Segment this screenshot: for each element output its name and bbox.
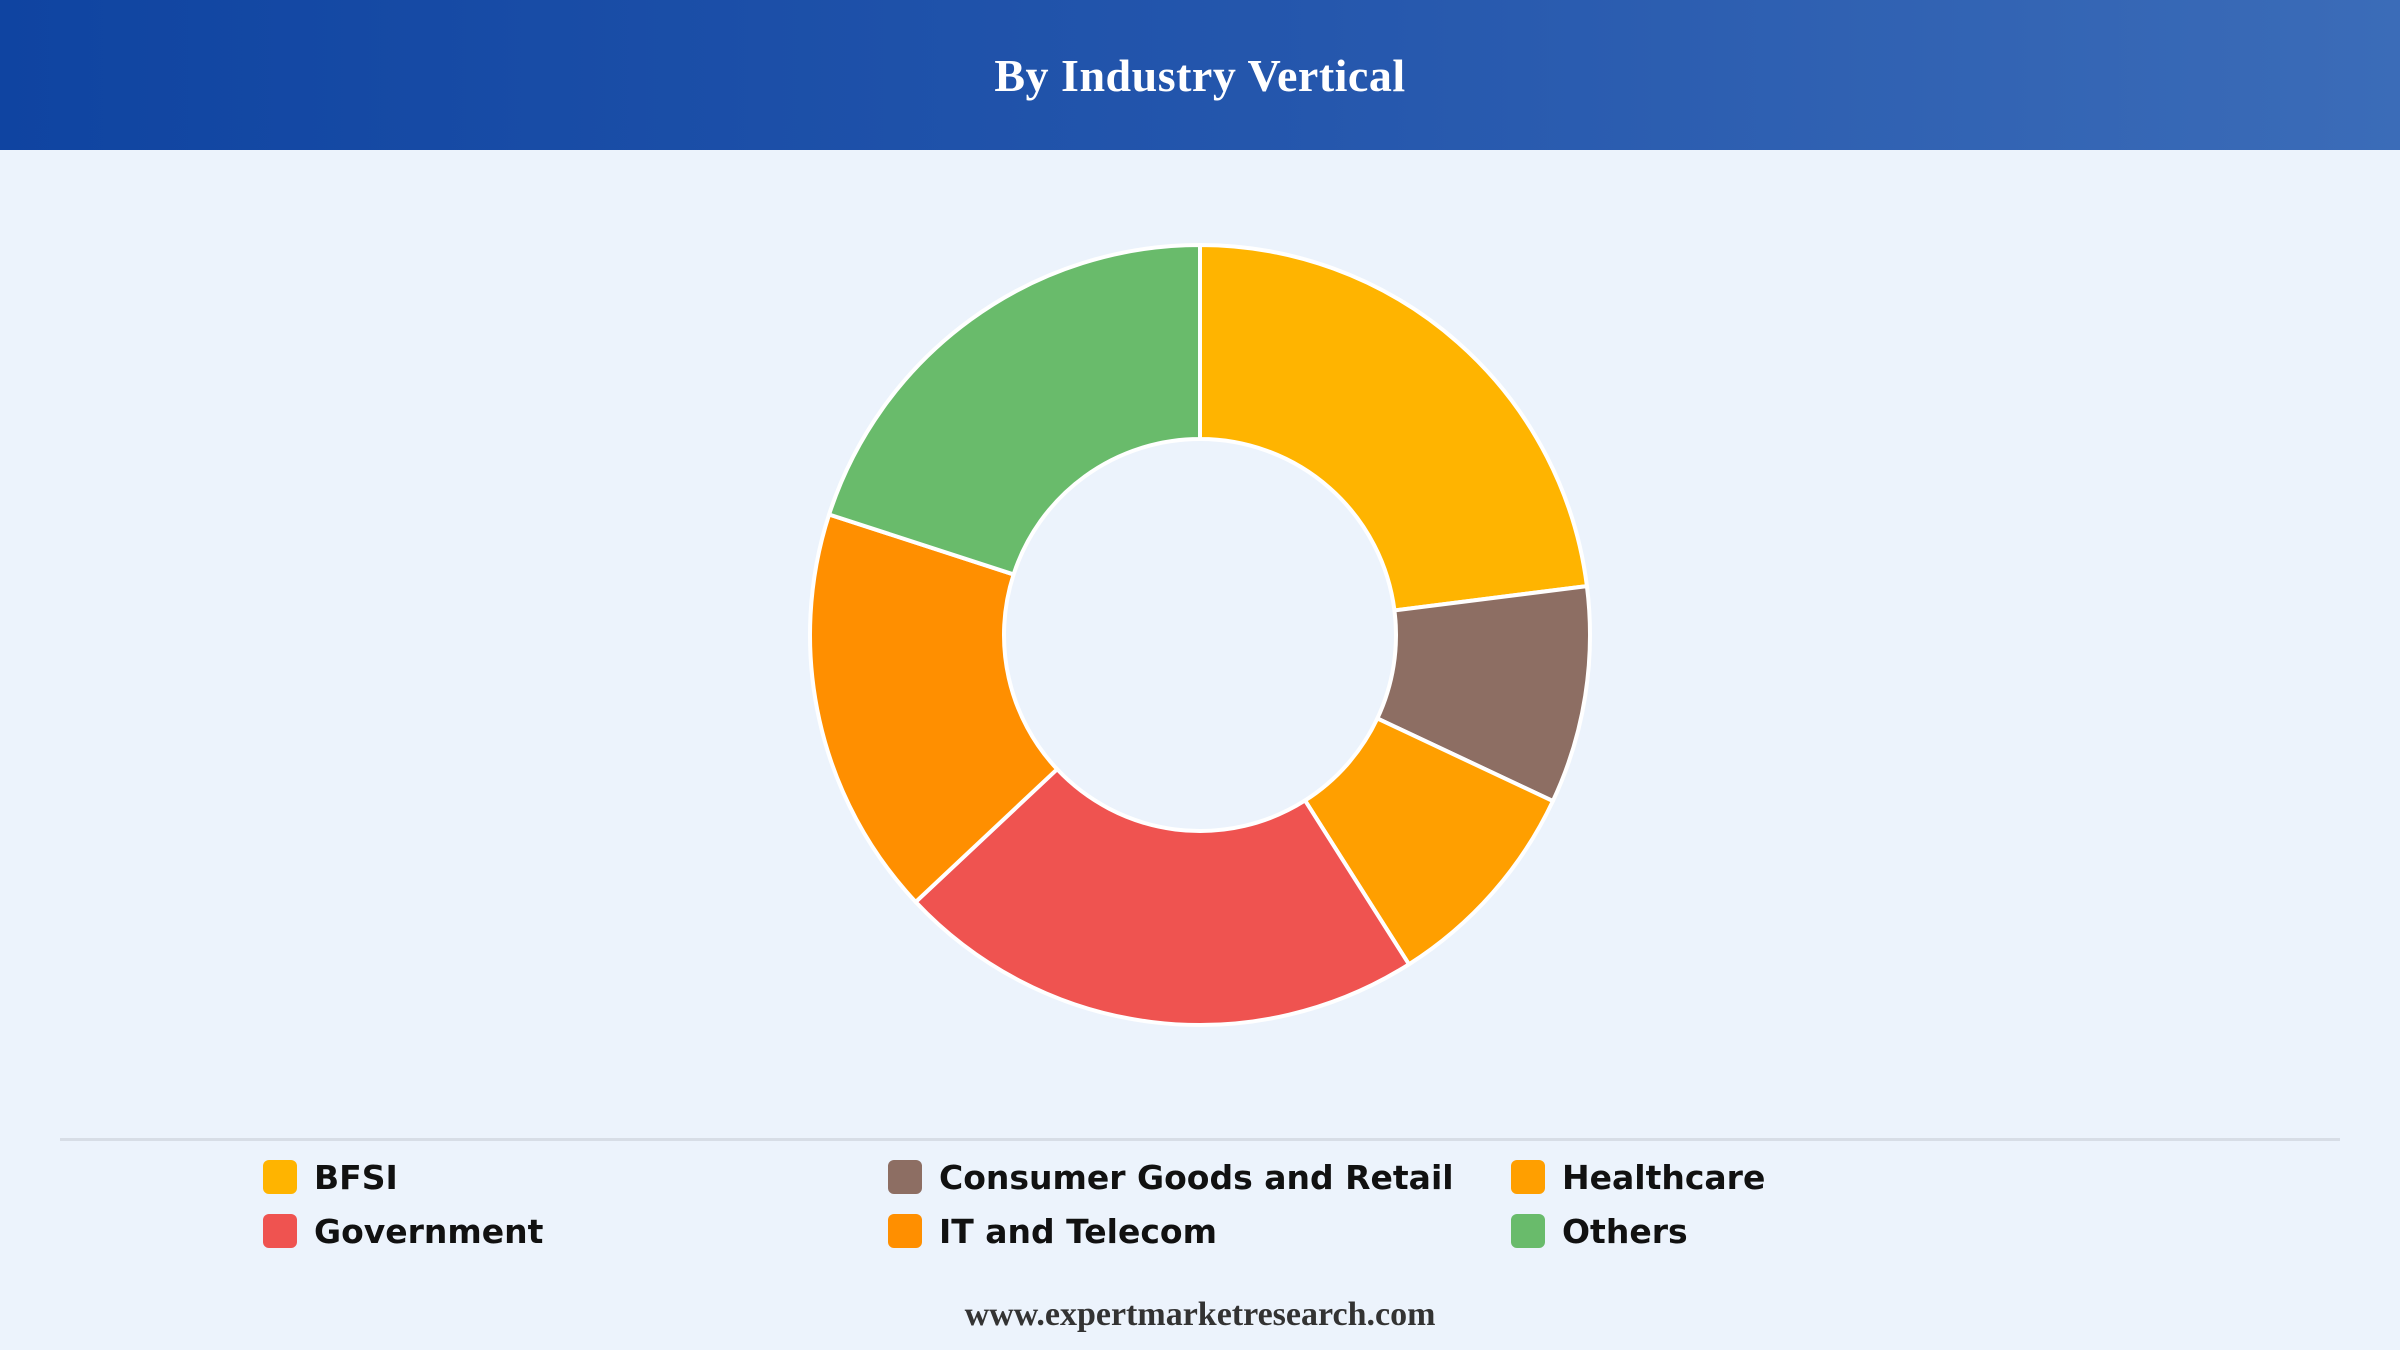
chart-title: By Industry Vertical [994,49,1406,101]
slice-bfsi [1198,243,1589,613]
legend-swatch [888,1214,922,1248]
legend-label: BFSI [314,1157,398,1197]
header-banner: By Industry Vertical [0,0,2400,150]
source-footer: www.expertmarketresearch.com [964,1296,1436,1333]
legend-swatch [1511,1160,1545,1194]
legend-item-healthcare: Healthcare [1511,1152,1765,1202]
legend-swatch [888,1160,922,1194]
legend-swatch [263,1160,297,1194]
slice-it-and-telecom [808,512,1060,904]
slice-others [827,243,1202,577]
donut-chart [808,243,1592,1027]
legend: BFSI Consumer Goods and Retail Healthcare G… [263,1152,1863,1262]
legend-divider [60,1138,2340,1141]
legend-label: Others [1562,1211,1688,1251]
legend-item-government: Government [263,1206,543,1256]
legend-label: Healthcare [1562,1157,1766,1197]
slice-government [913,767,1411,1027]
legend-swatch [263,1214,297,1248]
legend-label: Government [314,1211,544,1251]
legend-item-consumer-goods-and-retail: Consumer Goods and Retail [888,1152,1454,1202]
legend-swatch [1511,1214,1545,1248]
legend-item-bfsi: BFSI [263,1152,398,1202]
legend-label: Consumer Goods and Retail [939,1157,1454,1197]
legend-item-others: Others [1511,1206,1688,1256]
legend-item-it-and-telecom: IT and Telecom [888,1206,1217,1256]
legend-label: IT and Telecom [939,1211,1217,1251]
